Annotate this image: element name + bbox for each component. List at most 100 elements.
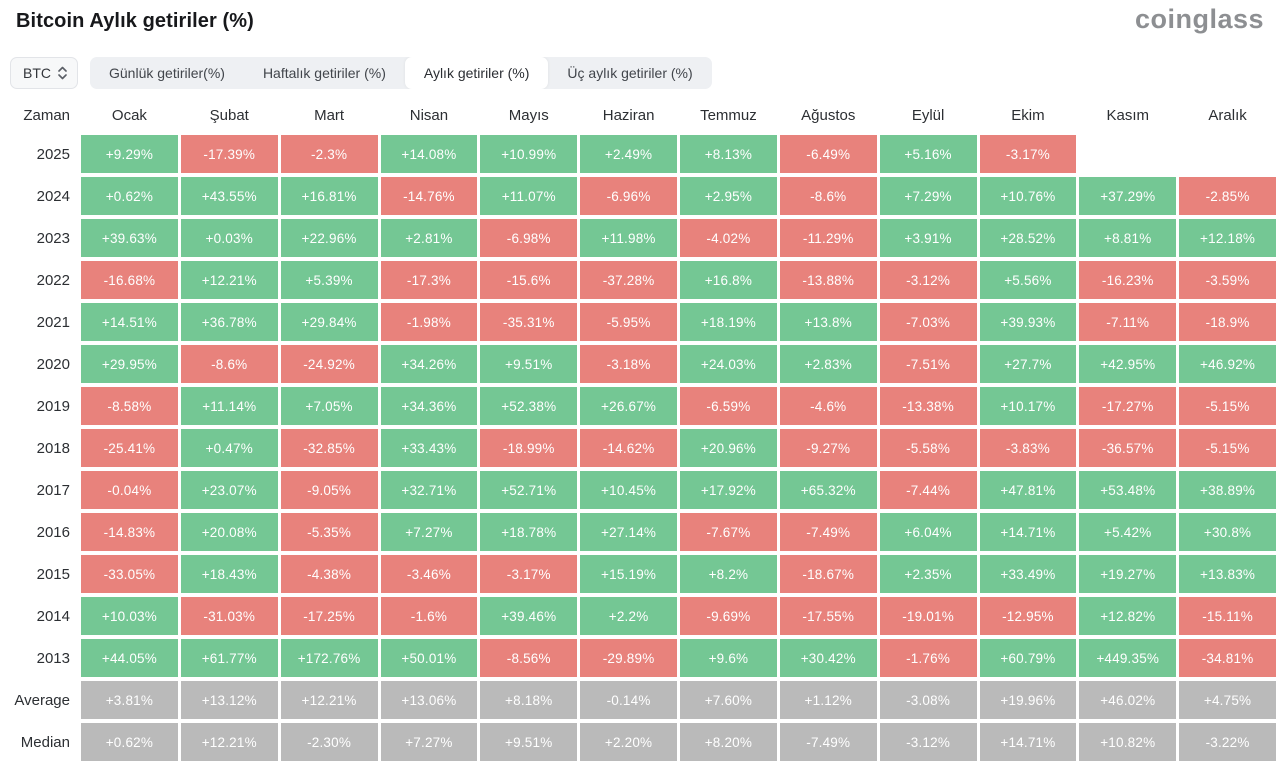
return-cell: -17.27%: [1079, 387, 1177, 425]
return-cell: -29.89%: [580, 639, 677, 677]
return-cell: -2.85%: [1179, 177, 1276, 215]
return-cell: -8.58%: [81, 387, 178, 425]
coin-select-value: BTC: [23, 65, 51, 81]
return-cell: -17.55%: [779, 597, 877, 635]
monthly-returns-table: 2025 +9.29% -17.39% -2.3% +14.08% +10.99% +2.4…: [0, 135, 1280, 761]
return-cell: -5.15%: [1179, 429, 1276, 467]
tab-quarterly-returns[interactable]: Üç aylık getiriler (%): [567, 65, 693, 81]
column-header-month: Mayıs: [508, 106, 549, 124]
tab-daily-returns[interactable]: Günlük getiriler(%): [109, 65, 225, 81]
return-cell: -2.3%: [280, 135, 378, 173]
return-cell: +19.27%: [1079, 555, 1177, 593]
return-cell: +16.8%: [680, 261, 777, 299]
return-cell: +2.95%: [680, 177, 777, 215]
return-cell: +9.29%: [81, 135, 178, 173]
return-cell: +61.77%: [180, 639, 278, 677]
return-cell: +5.39%: [280, 261, 378, 299]
page-header: Bitcoin Aylık getiriler (%) coinglass: [0, 0, 1280, 47]
row-label: 2021: [36, 313, 70, 331]
return-cell: +7.05%: [280, 387, 378, 425]
return-cell: +449.35%: [1079, 639, 1177, 677]
return-cell: +15.19%: [580, 555, 677, 593]
return-cell: +12.18%: [1179, 219, 1276, 257]
column-header-zaman: Zaman: [23, 106, 70, 124]
return-cell: +29.95%: [81, 345, 178, 383]
coin-select[interactable]: BTC: [10, 57, 78, 89]
return-cell: +46.02%: [1079, 681, 1177, 719]
chevron-up-down-icon: [58, 66, 67, 80]
return-cell: +60.79%: [979, 639, 1077, 677]
return-cell: +8.13%: [680, 135, 777, 173]
return-cell: +37.29%: [1079, 177, 1177, 215]
row-label: 2022: [36, 271, 70, 289]
return-cell: -3.12%: [879, 723, 977, 761]
tab-monthly-returns[interactable]: Aylık getiriler (%): [404, 57, 549, 89]
return-cell: -2.30%: [280, 723, 378, 761]
return-cell: +8.20%: [680, 723, 777, 761]
row-label: 2020: [36, 355, 70, 373]
return-cell: +19.96%: [979, 681, 1077, 719]
return-cell: +11.07%: [480, 177, 578, 215]
return-cell: +22.96%: [280, 219, 378, 257]
return-cell: +36.78%: [180, 303, 278, 341]
return-cell: -6.96%: [580, 177, 677, 215]
return-cell: +9.6%: [680, 639, 777, 677]
return-cell: +32.71%: [380, 471, 478, 509]
row-label: 2017: [36, 481, 70, 499]
return-cell: -1.98%: [380, 303, 478, 341]
return-cell: -15.11%: [1179, 597, 1276, 635]
return-cell: +0.62%: [81, 177, 178, 215]
return-cell: -14.83%: [81, 513, 178, 551]
return-cell: +26.67%: [580, 387, 677, 425]
return-cell: +5.16%: [879, 135, 977, 173]
return-cell: -7.03%: [879, 303, 977, 341]
return-cell: +2.81%: [380, 219, 478, 257]
return-cell: +6.04%: [879, 513, 977, 551]
row-label: Average: [14, 691, 70, 709]
return-cell: +18.78%: [480, 513, 578, 551]
return-cell: +43.55%: [180, 177, 278, 215]
return-cell: +33.49%: [979, 555, 1077, 593]
return-cell: +39.93%: [979, 303, 1077, 341]
tab-weekly-returns[interactable]: Haftalık getiriler (%): [262, 65, 386, 81]
return-cell: -6.98%: [480, 219, 578, 257]
return-cell: -7.51%: [879, 345, 977, 383]
return-cell: -6.49%: [779, 135, 877, 173]
return-cell: +39.46%: [480, 597, 578, 635]
return-cell: +34.26%: [380, 345, 478, 383]
return-cell: [1079, 135, 1176, 173]
return-cell: +2.2%: [580, 597, 677, 635]
return-cell: -4.6%: [779, 387, 877, 425]
return-cell: -0.14%: [580, 681, 677, 719]
return-cell: +13.83%: [1179, 555, 1276, 593]
return-cell: +9.51%: [480, 723, 578, 761]
return-cell: +10.76%: [979, 177, 1077, 215]
return-cell: -3.83%: [979, 429, 1077, 467]
return-cell: +12.21%: [280, 681, 378, 719]
return-cell: -1.6%: [380, 597, 478, 635]
column-header-month: Temmuz: [700, 106, 757, 124]
return-cell: +3.81%: [81, 681, 178, 719]
return-cell: +9.51%: [480, 345, 578, 383]
return-cell: -4.02%: [680, 219, 777, 257]
return-cell: +10.17%: [979, 387, 1077, 425]
return-cell: +2.35%: [879, 555, 977, 593]
row-label: 2025: [36, 145, 70, 163]
column-header-month: Ekim: [1011, 106, 1045, 124]
return-cell: +23.07%: [180, 471, 278, 509]
return-cell: +18.19%: [680, 303, 777, 341]
return-cell: -9.27%: [779, 429, 877, 467]
column-header-month: Ağustos: [801, 106, 856, 124]
return-cell: -7.44%: [879, 471, 977, 509]
return-cell: +10.03%: [81, 597, 178, 635]
return-cell: -9.05%: [280, 471, 378, 509]
return-cell: +0.62%: [81, 723, 178, 761]
return-cell: -24.92%: [280, 345, 378, 383]
coinglass-logo[interactable]: coinglass: [1134, 4, 1264, 34]
return-cell: +12.21%: [180, 723, 278, 761]
return-cell: -14.62%: [580, 429, 677, 467]
column-header-month: Kasım: [1106, 106, 1149, 124]
return-cell: +34.36%: [380, 387, 478, 425]
row-label: 2013: [36, 649, 70, 667]
return-cell: +65.32%: [779, 471, 877, 509]
